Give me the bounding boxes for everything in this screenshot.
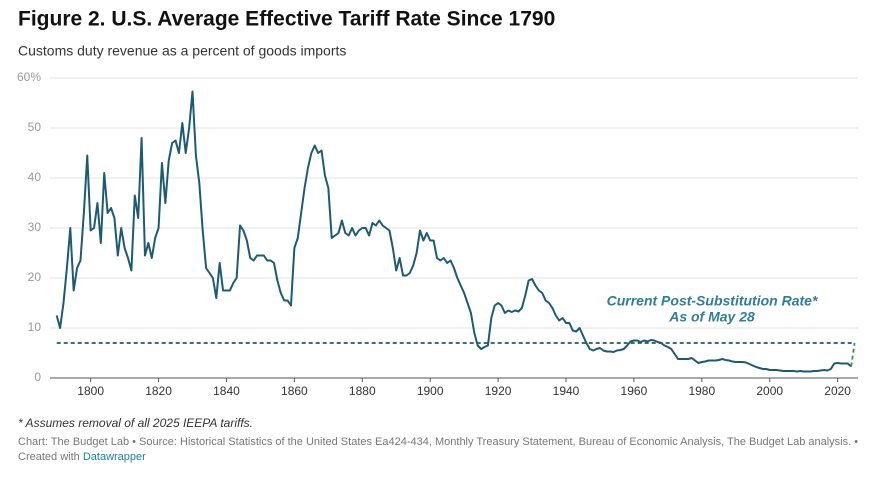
chart-subtitle: Customs duty revenue as a percent of goo… bbox=[18, 43, 346, 59]
credit-link[interactable]: Datawrapper bbox=[83, 451, 146, 463]
x-tick-label: 1940 bbox=[553, 384, 580, 398]
grid: 0 10 20 30 40 50 60% 1800 1820 1840 1860 1880 1900 19… bbox=[17, 70, 858, 398]
credit-prefix: Created with bbox=[18, 451, 80, 463]
x-tick-label: 2000 bbox=[756, 384, 783, 398]
credit: Created with Datawrapper bbox=[18, 451, 146, 463]
x-tick-label: 1820 bbox=[145, 384, 172, 398]
y-tick-label: 50 bbox=[28, 120, 42, 134]
y-tick-label: 40 bbox=[28, 170, 42, 184]
x-tick-label: 1960 bbox=[621, 384, 648, 398]
x-tick-label: 1980 bbox=[688, 384, 715, 398]
x-tick-label: 1860 bbox=[281, 384, 308, 398]
chart-title: Figure 2. U.S. Average Effective Tariff … bbox=[18, 8, 555, 31]
y-tick-label: 10 bbox=[28, 320, 42, 334]
data-line bbox=[55, 90, 852, 373]
annotation: As of May 28 bbox=[668, 309, 755, 325]
y-tick-label: 20 bbox=[28, 270, 42, 284]
x-tick-label: 1880 bbox=[349, 384, 376, 398]
y-tick-label: 60% bbox=[17, 70, 41, 84]
x-tick-label: 1920 bbox=[485, 384, 512, 398]
x-tick-label: 1800 bbox=[77, 384, 104, 398]
annotation: Current Post-Substitution Rate* bbox=[607, 293, 818, 309]
source: Chart: The Budget Lab • Source: Historic… bbox=[18, 436, 858, 448]
footnote: * Assumes removal of all 2025 IEEPA tari… bbox=[18, 416, 253, 430]
x-tick-label: 1840 bbox=[213, 384, 240, 398]
dashed-line bbox=[850, 342, 856, 367]
y-tick-label: 0 bbox=[34, 370, 41, 384]
x-tick-label: 2020 bbox=[824, 384, 851, 398]
y-tick-label: 30 bbox=[28, 220, 42, 234]
plot bbox=[55, 90, 856, 373]
x-tick-label: 1900 bbox=[417, 384, 444, 398]
